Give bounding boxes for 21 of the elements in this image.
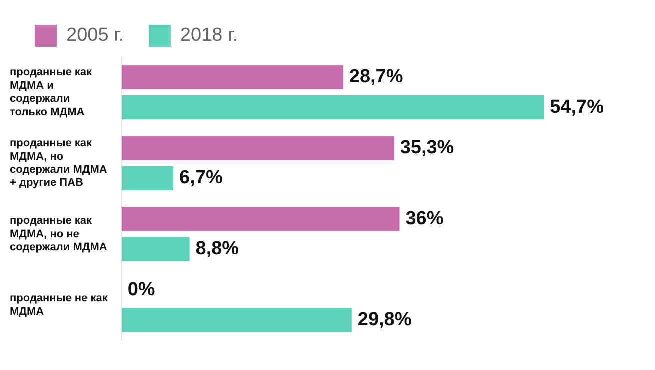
legend-label: 2005 г.	[66, 25, 124, 46]
data-label: 29,8%	[358, 309, 412, 330]
y-tick-label: проданные как МДМА и содержали только МДМА	[10, 66, 93, 118]
bar	[122, 207, 400, 232]
data-label: 8,8%	[196, 238, 240, 260]
data-label: 6,7%	[180, 168, 223, 189]
legend-label: 2018 г.	[180, 25, 238, 46]
bar	[122, 166, 174, 190]
data-label: 35,3%	[400, 138, 454, 159]
bar	[122, 95, 544, 120]
bar	[122, 308, 352, 332]
data-label: 54,7%	[550, 96, 604, 118]
bar	[122, 237, 190, 262]
data-label: 0%	[128, 279, 156, 300]
data-label: 36%	[406, 208, 444, 230]
data-label: 28,7%	[349, 66, 404, 88]
bar	[122, 65, 344, 90]
y-tick-label: проданные не как МДМА	[10, 292, 108, 318]
bar	[122, 136, 394, 160]
y-tick-label: проданные как МДМА, но содержали МДМА + другие ПАВ	[10, 138, 108, 190]
y-tick-label: проданные как МДМА, но не содержали МДМА	[10, 215, 108, 254]
